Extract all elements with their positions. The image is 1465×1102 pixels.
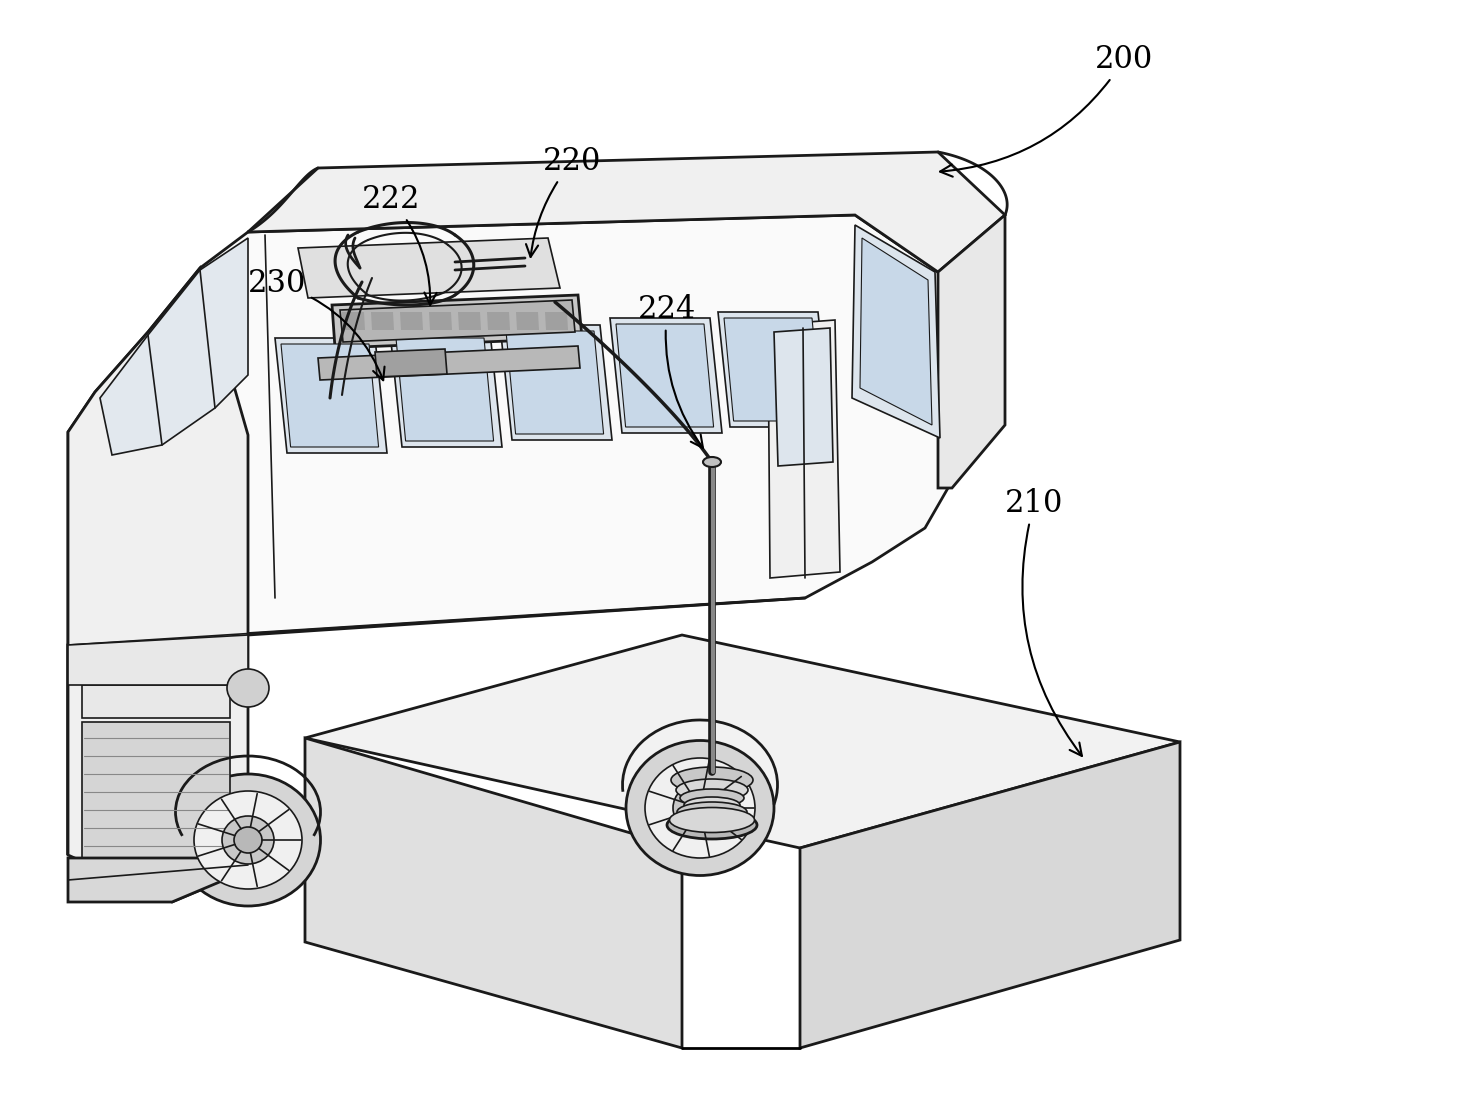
Polygon shape	[396, 338, 494, 441]
Polygon shape	[275, 338, 387, 453]
Polygon shape	[305, 635, 1179, 849]
Polygon shape	[429, 312, 453, 329]
Polygon shape	[609, 318, 722, 433]
Polygon shape	[800, 742, 1179, 1048]
Ellipse shape	[227, 669, 270, 707]
Polygon shape	[615, 324, 713, 426]
Ellipse shape	[645, 758, 754, 858]
Polygon shape	[297, 238, 560, 298]
Ellipse shape	[626, 741, 774, 875]
Polygon shape	[860, 238, 932, 425]
Polygon shape	[516, 312, 539, 329]
Polygon shape	[82, 722, 230, 858]
Ellipse shape	[672, 784, 727, 833]
Polygon shape	[281, 344, 378, 447]
Polygon shape	[853, 225, 941, 437]
Polygon shape	[82, 685, 230, 719]
Text: 200: 200	[941, 44, 1153, 176]
Text: 210: 210	[1005, 488, 1081, 756]
Polygon shape	[340, 300, 574, 342]
Ellipse shape	[677, 802, 747, 822]
Polygon shape	[938, 215, 1005, 488]
Polygon shape	[486, 312, 510, 329]
Polygon shape	[545, 312, 568, 329]
Polygon shape	[718, 312, 831, 426]
Polygon shape	[459, 312, 481, 329]
Ellipse shape	[671, 767, 753, 793]
Polygon shape	[67, 858, 248, 903]
Polygon shape	[505, 331, 604, 434]
Ellipse shape	[234, 826, 262, 853]
Ellipse shape	[686, 795, 715, 822]
Polygon shape	[375, 349, 447, 377]
Polygon shape	[67, 268, 248, 903]
Ellipse shape	[680, 789, 744, 807]
Polygon shape	[333, 295, 582, 348]
Ellipse shape	[675, 779, 749, 801]
Polygon shape	[318, 346, 580, 380]
Polygon shape	[774, 328, 834, 466]
Polygon shape	[500, 325, 612, 440]
Polygon shape	[768, 320, 839, 579]
Polygon shape	[248, 152, 1005, 272]
Polygon shape	[100, 238, 248, 455]
Ellipse shape	[703, 457, 721, 467]
Ellipse shape	[193, 791, 302, 889]
Ellipse shape	[670, 808, 754, 832]
Ellipse shape	[176, 774, 321, 906]
Ellipse shape	[223, 815, 274, 864]
Ellipse shape	[684, 797, 740, 813]
Polygon shape	[390, 332, 502, 447]
Text: 220: 220	[526, 145, 601, 257]
Polygon shape	[724, 318, 822, 421]
Polygon shape	[67, 215, 952, 855]
Polygon shape	[305, 738, 683, 1048]
Ellipse shape	[667, 811, 757, 839]
Text: 222: 222	[362, 184, 437, 305]
Polygon shape	[400, 312, 423, 329]
Text: 230: 230	[248, 268, 384, 380]
Polygon shape	[341, 312, 365, 329]
Text: 224: 224	[637, 294, 703, 447]
Polygon shape	[371, 312, 394, 329]
Polygon shape	[67, 635, 248, 685]
